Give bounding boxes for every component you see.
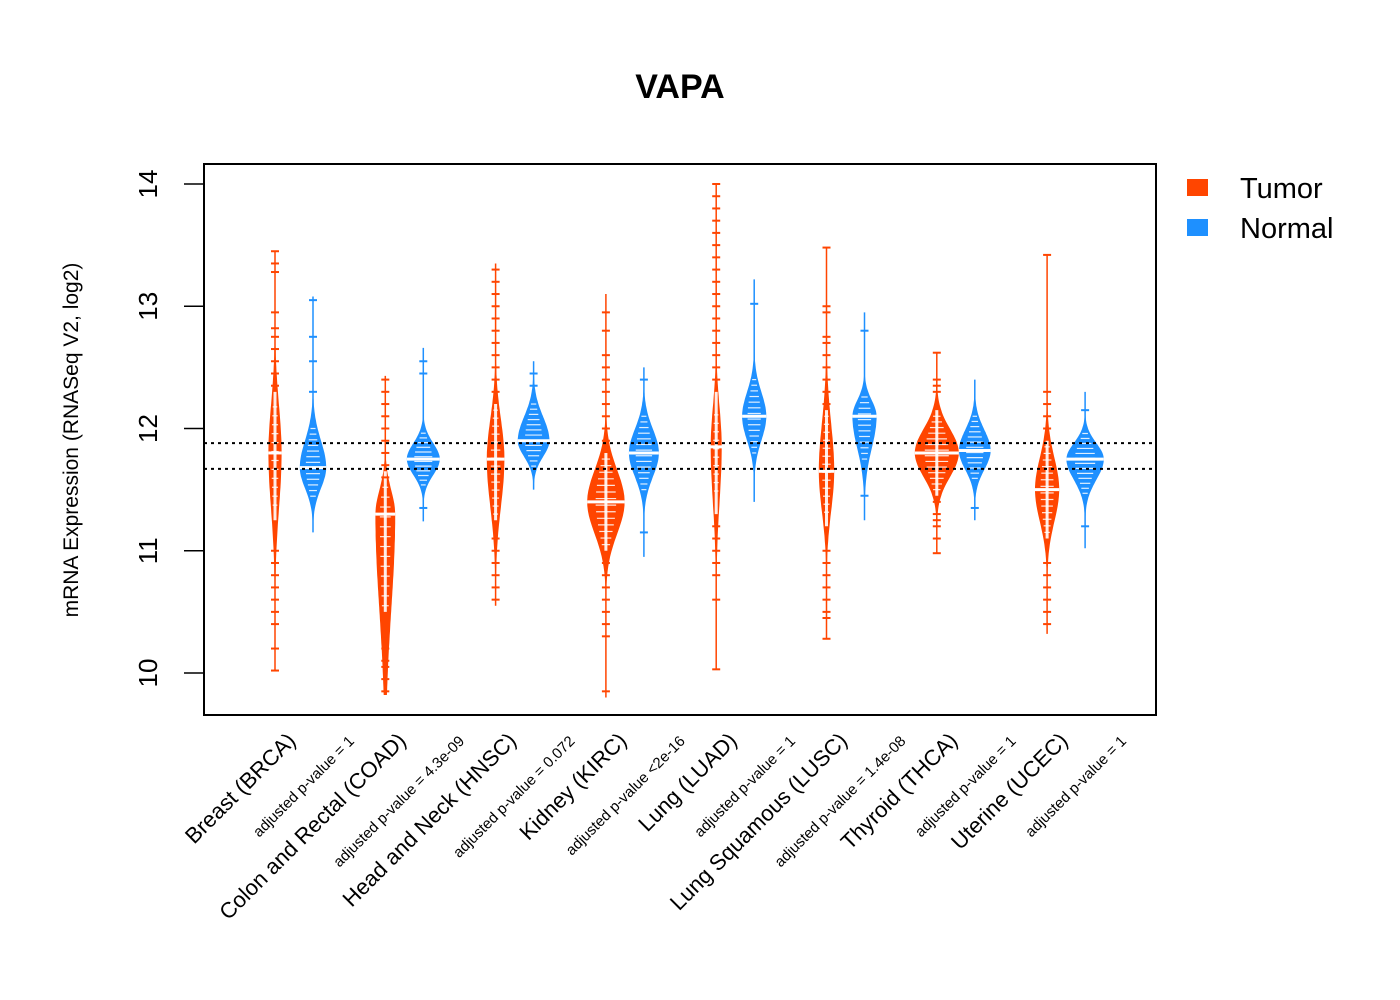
x-tick-label: Breast (BRCA) — [180, 728, 301, 849]
violin-tumor-1 — [375, 375, 396, 696]
y-tick-label: 10 — [133, 659, 163, 688]
legend-label-tumor: Tumor — [1240, 173, 1323, 205]
legend-swatch-tumor — [1187, 179, 1208, 196]
y-axis: 10 11 12 13 14 — [133, 170, 205, 688]
violin-body — [517, 361, 550, 490]
reference-lines — [204, 442, 1156, 470]
violin-normal-3 — [628, 367, 659, 557]
chart-title: VAPA — [635, 68, 724, 106]
violin-tumor-7 — [1035, 253, 1060, 634]
legend-label-normal: Normal — [1240, 213, 1333, 245]
violin-tumor-0 — [268, 250, 282, 672]
violin-body — [1066, 391, 1104, 549]
legend: Tumor Normal — [1187, 173, 1333, 245]
violin-normal-6 — [958, 379, 991, 521]
violins — [268, 183, 1104, 698]
violin-normal-7 — [1066, 391, 1104, 549]
violin-tumor-2 — [486, 263, 505, 606]
violin-normal-1 — [406, 347, 440, 522]
violin-normal-4 — [742, 279, 767, 502]
violin-tumor-3 — [587, 294, 625, 698]
y-tick-label: 13 — [133, 292, 163, 321]
y-tick-label: 12 — [133, 414, 163, 443]
violin-normal-2 — [517, 361, 550, 490]
violin-body — [406, 347, 440, 522]
violin-tumor-6 — [914, 351, 959, 555]
plot-frame — [203, 163, 1157, 716]
violin-tumor-5 — [818, 246, 835, 640]
violin-normal-0 — [299, 296, 327, 533]
y-axis-label: mRNA Expression (RNASeq V2, log2) — [60, 263, 83, 618]
violin-normal-5 — [852, 312, 877, 521]
y-tick-label: 14 — [133, 170, 163, 199]
violin-body — [628, 367, 659, 557]
legend-swatch-normal — [1187, 219, 1208, 236]
y-tick-label: 11 — [133, 537, 163, 564]
violin-tumor-4 — [710, 183, 723, 671]
